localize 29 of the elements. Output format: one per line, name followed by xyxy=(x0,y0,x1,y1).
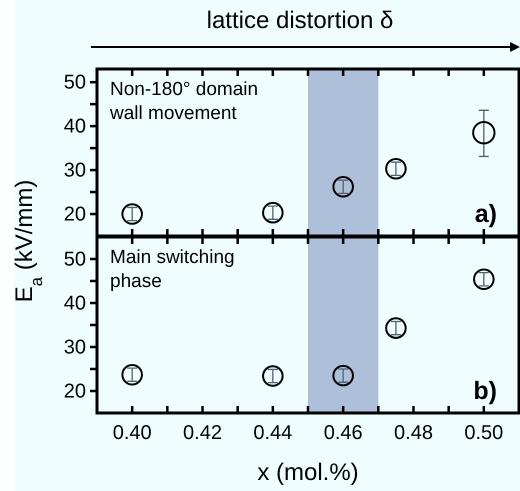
x-tick-label: 0.48 xyxy=(394,422,433,444)
point xyxy=(262,202,284,224)
point xyxy=(385,317,407,339)
x-tick-label: 0.40 xyxy=(112,422,152,444)
x-axis-title: x (mol.%) xyxy=(257,459,359,486)
x-tick-label: 0.42 xyxy=(183,422,222,444)
y-tick-label: 20 xyxy=(64,380,86,402)
annotation: Non-180° domain wall movement xyxy=(109,79,258,124)
point xyxy=(262,365,284,387)
y-tick-label: 50 xyxy=(64,248,86,270)
annotation: b) xyxy=(473,377,497,405)
y-tick-label: 40 xyxy=(64,292,86,314)
annotation: a) xyxy=(474,200,497,228)
point xyxy=(121,203,143,225)
x-tick-label: 0.50 xyxy=(464,422,504,444)
point xyxy=(332,364,354,386)
point xyxy=(121,364,143,386)
chart-title: lattice distortion δ xyxy=(206,7,394,34)
point xyxy=(473,268,495,290)
y-tick-label: 40 xyxy=(64,116,86,138)
y-tick-label: 50 xyxy=(64,72,86,94)
x-tick-label: 0.44 xyxy=(253,422,292,444)
point xyxy=(332,176,354,198)
annotation: Main switching phase xyxy=(110,247,235,292)
y-tick-label: 30 xyxy=(64,159,86,182)
point xyxy=(385,158,407,180)
y-tick-label: 20 xyxy=(64,203,86,226)
y-tick-label: 30 xyxy=(64,336,86,358)
x-tick-label: 0.46 xyxy=(324,422,363,444)
